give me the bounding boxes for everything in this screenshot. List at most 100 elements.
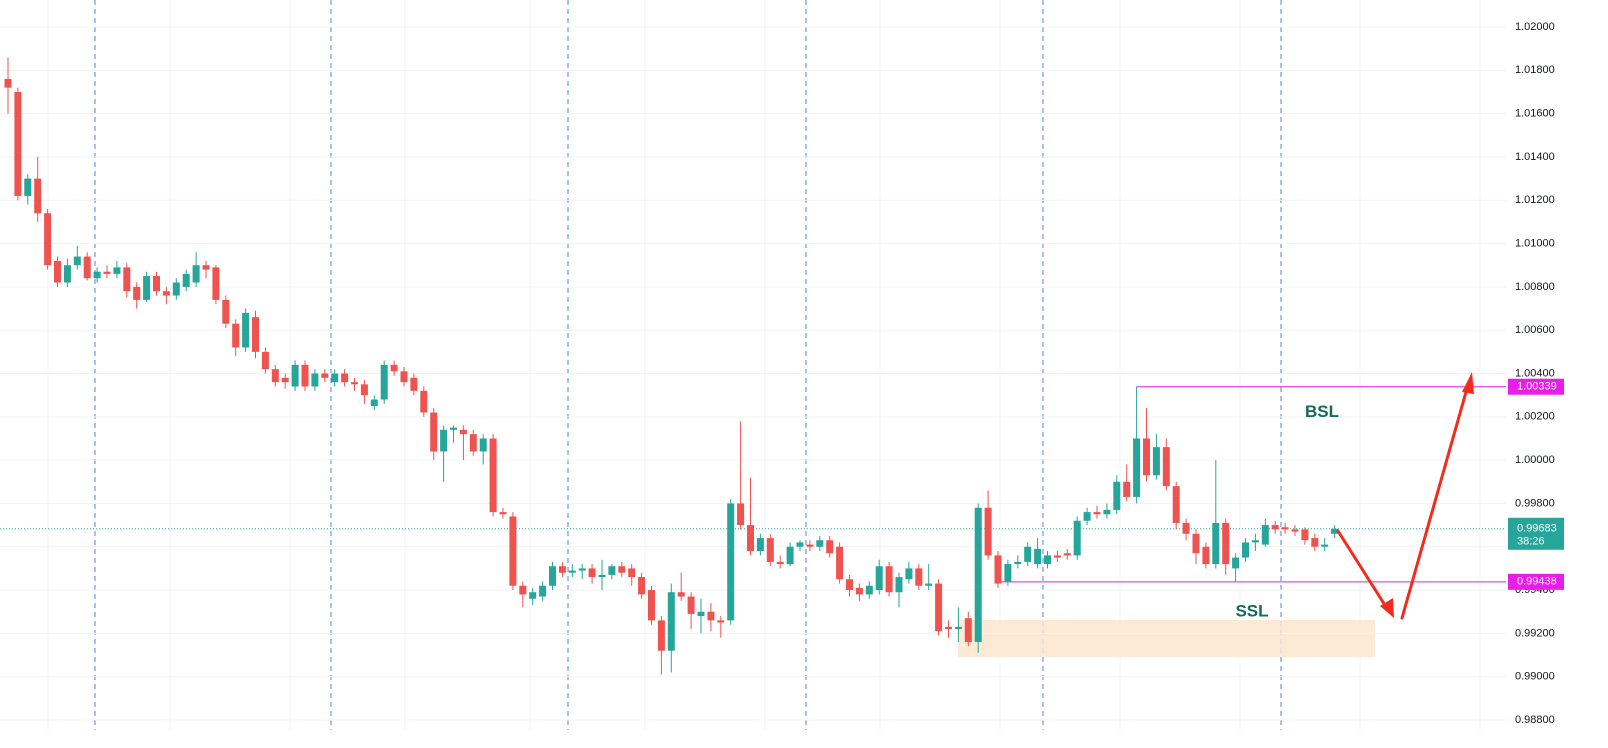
candle-body [1024,546,1032,562]
candle-body [836,546,844,580]
candle-body [915,568,923,586]
candle-body [380,364,388,400]
y-tick-label: 1.01400 [1515,151,1555,163]
candle-body [83,256,91,279]
candle-body [370,399,378,406]
candle-body [123,267,131,292]
candle-body [846,579,853,591]
candle-body [885,566,893,593]
demand-zone [958,620,1375,657]
candle-body [459,429,467,435]
candle-body [430,412,438,452]
candle-body [390,364,398,372]
candle-body [855,587,863,595]
candle-body [865,585,873,595]
candle-body [568,570,576,573]
candle-body [222,299,230,324]
candle-body [648,590,655,621]
candle-body [14,91,22,196]
candle-body [73,256,81,266]
candle-body [618,566,626,573]
candle-body [1301,529,1309,541]
candle-body [558,566,566,573]
candle-body [1172,486,1180,523]
last-price-label: 0.99683 [1517,523,1557,535]
y-tick-label: 1.02000 [1515,21,1555,33]
candle-body [747,525,754,552]
candle-body [945,626,952,630]
candle-body [1311,538,1319,547]
candle-body [667,592,675,651]
y-tick-label: 1.00400 [1515,367,1555,379]
candle-body [301,364,309,387]
candle-body [311,373,319,387]
candle-body [1271,525,1279,530]
candle-body [1321,544,1329,547]
candle-body [875,566,883,591]
session-separators [94,0,1282,730]
candle-body [826,540,834,554]
candle-body [1103,509,1111,515]
candle-body [1291,529,1299,532]
candle-body [1152,447,1160,476]
y-tick-label: 0.99800 [1515,497,1555,509]
candle-body [143,276,151,300]
y-tick-label: 1.00000 [1515,454,1555,466]
candle-body [806,544,814,547]
candle-body [1044,555,1051,565]
candle-body [133,286,141,300]
candle-body [1113,481,1121,510]
candle-body [638,577,646,595]
candle-body [1242,542,1249,558]
candle-body [153,276,160,292]
candle-body [1014,561,1022,565]
candle-body [519,585,527,595]
candle-body [4,78,12,88]
candle-body [252,317,259,352]
y-tick-label: 0.98800 [1515,714,1555,726]
candle-body [1133,438,1141,497]
candle-body [727,503,735,621]
candle-body [162,291,170,296]
candle-body [1192,533,1200,554]
candle-body [351,382,358,385]
candle-body [1202,546,1210,565]
candle-body [608,566,616,575]
candle-body [34,178,42,214]
y-tick-label: 1.01200 [1515,194,1555,206]
countdown-label: 38:26 [1517,536,1545,548]
candle-body [1073,520,1081,556]
candle-body [489,438,497,513]
candle-body [499,512,507,515]
candle-body [1232,557,1240,569]
candle-body [1222,522,1230,565]
candle-body [816,540,824,547]
candle-body [172,282,180,296]
y-tick-label: 1.01800 [1515,64,1555,76]
candle-body [549,566,556,586]
candle-body [539,585,547,597]
y-tick-label: 0.99000 [1515,671,1555,683]
y-tick-label: 1.00800 [1515,281,1555,293]
candle-body [756,538,764,552]
level-label: 1.00339 [1517,381,1557,393]
candle-body [1281,527,1289,530]
candle-body [291,364,299,387]
candle-body [796,542,804,547]
candle-body [400,371,408,383]
candle-body [281,377,289,383]
candle-body [905,568,913,580]
candle-body [360,384,368,396]
candle-body [192,265,200,283]
y-tick-label: 0.99200 [1515,627,1555,639]
candle-body [1251,540,1259,543]
candle-body [63,265,71,283]
level-box [1508,573,1564,590]
candle-body [776,561,784,565]
candle-body [202,265,210,270]
candle-body [1004,564,1012,582]
candle-body [895,577,903,593]
candle-body [1053,555,1061,558]
candle-body [974,507,982,643]
candle-body [717,620,725,623]
